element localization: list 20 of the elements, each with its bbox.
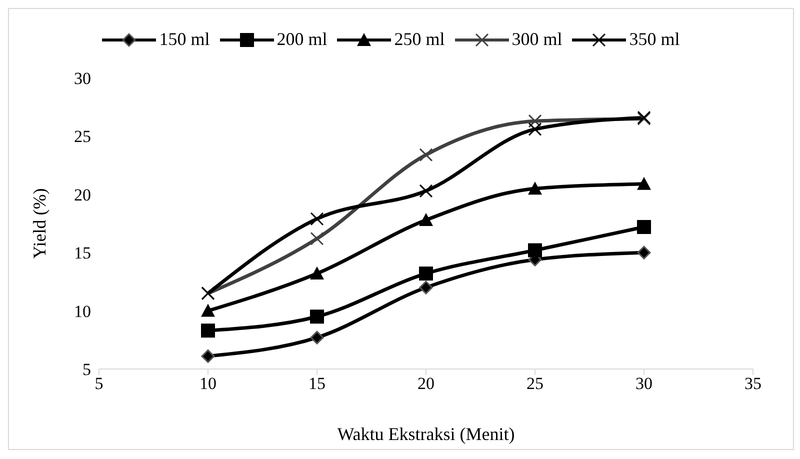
legend-label: 200 ml — [276, 29, 328, 50]
y-tick-label: 30 — [74, 69, 91, 88]
x-tick-label: 15 — [308, 374, 326, 394]
y-tick-label: 10 — [74, 302, 91, 321]
y-tick-label: 25 — [74, 127, 91, 146]
x-tick-label: 5 — [94, 374, 104, 394]
y-tick-label: 20 — [74, 185, 91, 204]
x-tick-label: 20 — [418, 374, 434, 394]
legend-label: 150 ml — [158, 29, 210, 50]
x-tick-label: 30 — [636, 374, 652, 394]
legend-label: 300 ml — [510, 29, 562, 50]
x-axis-title: Waktu Ekstraksi (Menit) — [337, 424, 515, 444]
x-tick-label: 25 — [526, 374, 544, 394]
x-tick-label: 35 — [744, 374, 762, 394]
y-tick-label: 5 — [82, 360, 91, 380]
legend-label: 350 ml — [628, 29, 680, 50]
x-tick-label: 10 — [200, 374, 216, 394]
y-axis-title: Yield (%) — [29, 188, 50, 259]
y-tick-label: 15 — [74, 244, 91, 263]
legend-label: 250 ml — [393, 29, 445, 50]
